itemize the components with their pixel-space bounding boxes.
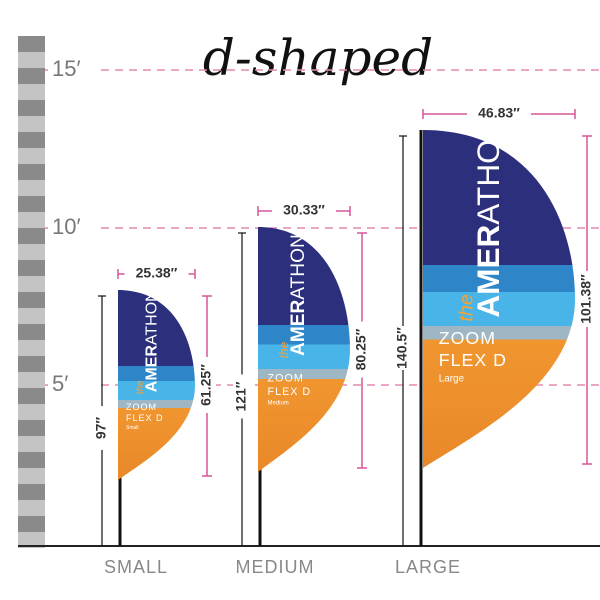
brand-bold: AMER — [288, 299, 309, 355]
ruler-stripe — [18, 292, 45, 308]
ruler-stripe — [18, 420, 45, 436]
pole-height-label: 121″ — [233, 381, 249, 411]
product-line-1: ZOOM — [439, 328, 496, 348]
flag — [118, 290, 195, 480]
brand-bold: AMER — [144, 345, 161, 393]
ruler-stripe — [18, 52, 45, 68]
variant: Small — [126, 425, 139, 431]
ruler-stripe — [18, 100, 45, 116]
ruler-stripe — [18, 532, 45, 548]
brand-the: the — [277, 341, 291, 358]
width-bg — [272, 202, 336, 220]
flag-dim-bg — [198, 357, 216, 413]
brand-the: the — [455, 294, 477, 321]
variant: Medium — [268, 400, 289, 406]
ruler-stripe — [18, 324, 45, 340]
flag-height-label: 101.38″ — [578, 274, 594, 324]
ruler-stripe — [18, 196, 45, 212]
width-label: 30.33″ — [283, 202, 325, 218]
flag — [258, 227, 350, 472]
ruler-stripe — [18, 484, 45, 500]
pole-bg — [233, 374, 251, 419]
product-line-2: FLEX D — [439, 350, 507, 370]
width-bg — [124, 265, 189, 283]
brand-the: the — [135, 380, 146, 394]
product-line-1: ZOOM — [268, 373, 304, 385]
pole-bg — [394, 326, 412, 370]
ruler-stripe — [18, 116, 45, 132]
ruler-stripe — [18, 468, 45, 484]
scale-label: 15′ — [52, 56, 81, 81]
flag-dim-bg — [578, 271, 596, 327]
brand-light: ATHON — [288, 234, 309, 299]
ruler-stripe — [18, 356, 45, 372]
width-label: 25.38″ — [136, 265, 178, 281]
size-label: MEDIUM — [236, 557, 315, 577]
ruler-stripe — [18, 228, 45, 244]
pole-bg — [93, 406, 111, 450]
scale-label-bg — [48, 57, 98, 83]
title: d-shaped — [203, 29, 433, 87]
ruler-stripe — [18, 404, 45, 420]
size-label: LARGE — [395, 557, 461, 577]
product-line-2: FLEX D — [126, 413, 164, 423]
variant: Large — [439, 374, 465, 385]
scale-label-bg — [48, 215, 98, 241]
brand-light: ATHON — [144, 290, 161, 345]
brand-name: AMERATHON — [288, 234, 309, 356]
ruler-stripe — [18, 516, 45, 532]
ruler-stripe — [18, 212, 45, 228]
flag-height-label: 61.25″ — [198, 364, 214, 406]
ruler-stripe — [18, 500, 45, 516]
size-label: SMALL — [104, 557, 168, 577]
ruler-stripe — [18, 436, 45, 452]
product-line-1: ZOOM — [126, 402, 157, 412]
pole-height-label: 140.5″ — [394, 327, 410, 369]
ruler-stripe — [18, 372, 45, 388]
ruler-stripe — [18, 260, 45, 276]
width-label: 46.83″ — [478, 105, 520, 121]
ruler-stripe — [18, 452, 45, 468]
product-line-2: FLEX D — [268, 386, 312, 398]
ruler-stripe — [18, 68, 45, 84]
ruler-stripe — [18, 132, 45, 148]
scale-label: 10′ — [52, 214, 81, 239]
flag-height-label: 80.25″ — [353, 328, 369, 370]
brand-name: AMERATHON — [470, 116, 506, 317]
ruler-stripe — [18, 276, 45, 292]
ruler-stripe — [18, 148, 45, 164]
scale-label: 5′ — [52, 371, 68, 396]
ruler-stripe — [18, 388, 45, 404]
flag-dim-bg — [353, 321, 371, 378]
ruler-stripe — [18, 180, 45, 196]
scale-label-bg — [48, 372, 98, 398]
ruler-stripe — [18, 308, 45, 324]
ruler-stripe — [18, 36, 45, 52]
ruler-stripe — [18, 244, 45, 260]
flag — [423, 130, 575, 468]
ruler-stripe — [18, 340, 45, 356]
ruler-stripe — [18, 84, 45, 100]
brand-bold: AMER — [470, 224, 506, 317]
width-bg — [467, 105, 531, 123]
pole-height-label: 97″ — [93, 417, 109, 440]
ruler-stripe — [18, 164, 45, 180]
ruler — [18, 36, 45, 548]
brand-light: ATHON — [470, 116, 506, 224]
brand-name: AMERATHON — [144, 290, 161, 392]
